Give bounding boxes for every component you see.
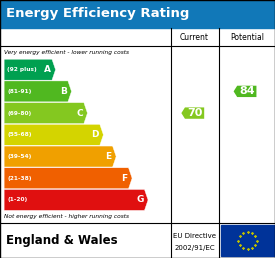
Text: B: B xyxy=(60,87,67,96)
Polygon shape xyxy=(182,107,204,119)
Polygon shape xyxy=(4,146,116,167)
Polygon shape xyxy=(4,81,72,102)
Polygon shape xyxy=(4,124,103,145)
Text: Very energy efficient - lower running costs: Very energy efficient - lower running co… xyxy=(4,50,129,55)
Text: Energy Efficiency Rating: Energy Efficiency Rating xyxy=(6,7,189,20)
Text: Not energy efficient - higher running costs: Not energy efficient - higher running co… xyxy=(4,214,129,220)
Text: EU Directive: EU Directive xyxy=(173,233,216,239)
Polygon shape xyxy=(233,86,256,97)
Text: 2002/91/EC: 2002/91/EC xyxy=(174,245,215,251)
Text: 84: 84 xyxy=(240,86,255,96)
Text: Potential: Potential xyxy=(230,33,264,42)
Text: (92 plus): (92 plus) xyxy=(7,67,37,72)
Text: England & Wales: England & Wales xyxy=(6,234,117,247)
Text: (55-68): (55-68) xyxy=(7,132,32,137)
Text: (1-20): (1-20) xyxy=(7,197,28,203)
Text: (21-38): (21-38) xyxy=(7,176,32,181)
Bar xyxy=(0,223,275,258)
Text: (69-80): (69-80) xyxy=(7,111,32,116)
Text: E: E xyxy=(105,152,111,161)
Polygon shape xyxy=(4,189,148,211)
Text: (39-54): (39-54) xyxy=(7,154,32,159)
Text: Current: Current xyxy=(180,33,209,42)
Text: D: D xyxy=(91,130,99,139)
Polygon shape xyxy=(4,103,87,124)
Text: (81-91): (81-91) xyxy=(7,89,32,94)
Polygon shape xyxy=(4,59,56,80)
Text: F: F xyxy=(121,174,127,183)
Bar xyxy=(0,0,275,28)
Polygon shape xyxy=(4,168,132,189)
Text: 70: 70 xyxy=(188,108,203,118)
Text: C: C xyxy=(76,109,83,118)
Text: G: G xyxy=(136,195,143,204)
Bar xyxy=(221,225,274,256)
Text: A: A xyxy=(44,65,51,74)
